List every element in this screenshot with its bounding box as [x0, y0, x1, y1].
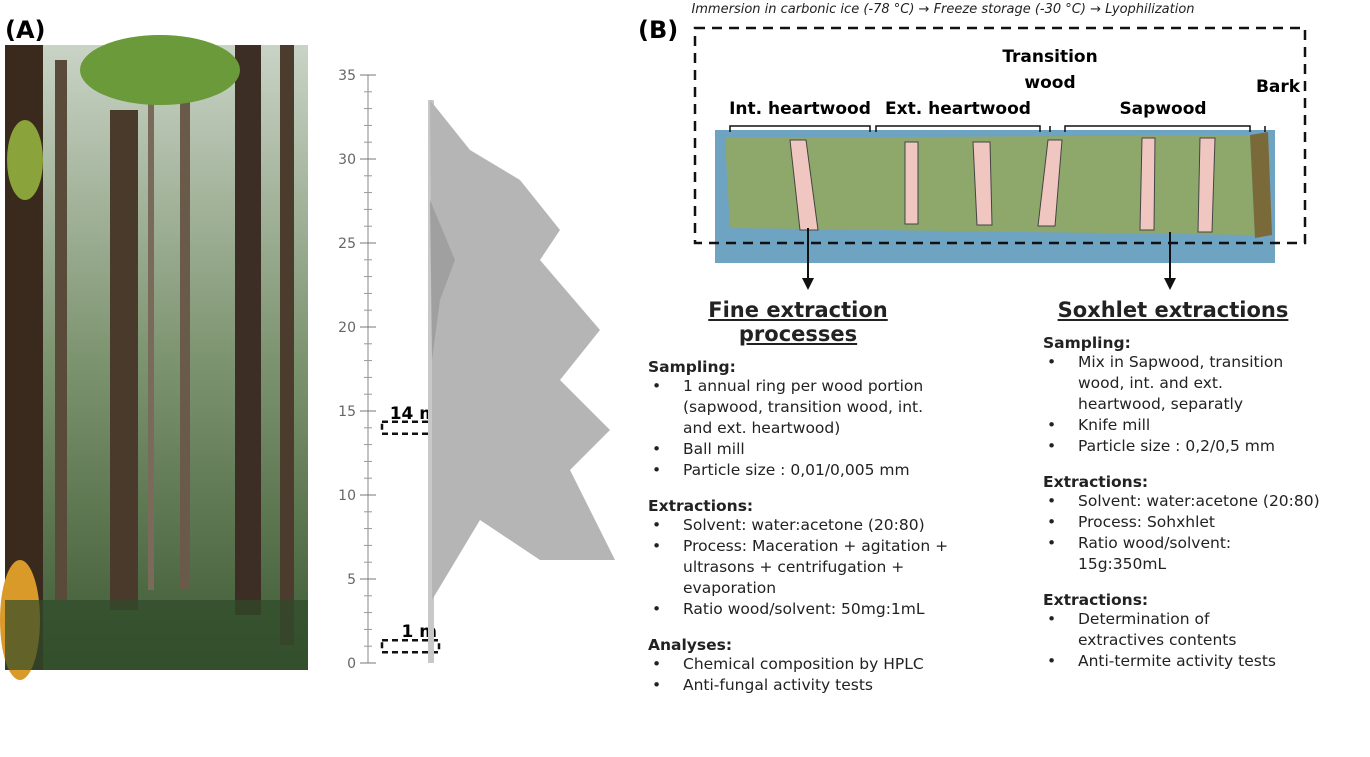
item-line: Ball mill [683, 440, 745, 458]
tick-label: 25 [338, 236, 356, 252]
section-heading: Analyses: [648, 636, 733, 654]
wood-label: Int. heartwood [729, 99, 871, 119]
item-line: Process: Sohxhlet [1078, 513, 1216, 531]
brackets [729, 125, 1266, 132]
bullet-item: Ratio wood/solvent: 15g:350mL [1043, 533, 1303, 575]
section-heading: Extractions: [1043, 473, 1149, 491]
item-line: Determination of [1078, 610, 1210, 628]
dashed-frame [693, 26, 1307, 245]
item-line: wood, int. and ext. [1078, 374, 1223, 392]
section: Extractions:Solvent: water:acetone (20:8… [1043, 473, 1320, 575]
item-line: extractives contents [1078, 631, 1237, 649]
item-line: evaporation [683, 579, 777, 597]
tick-label: 35 [338, 68, 356, 84]
item-line: Anti-termite activity tests [1078, 652, 1276, 670]
height-label: 14 m [390, 404, 437, 424]
bullet-item: Ratio wood/solvent: 50mg:1mL [648, 599, 948, 620]
item-line: Mix in Sapwood, transition [1078, 353, 1284, 371]
bullet-item: Anti-termite activity tests [1043, 651, 1303, 672]
tick-label: 10 [338, 488, 356, 504]
item-line: (sapwood, transition wood, int. [683, 398, 924, 416]
bullet-item: Solvent: water:acetone (20:80) [648, 515, 948, 536]
column-title: Fine extraction processes [708, 298, 888, 346]
wood-label: Transition [1002, 47, 1097, 67]
item-line: Ratio wood/solvent: [1078, 534, 1232, 552]
tick-label: 15 [338, 404, 356, 420]
tick-label: 20 [338, 320, 356, 336]
bullet-item: 1 annual ring per wood portion (sapwood, … [648, 376, 948, 439]
section-heading: Sampling: [648, 358, 736, 376]
bullet-item: Process: Maceration + agitation + ultraso… [648, 536, 948, 599]
item-line: Particle size : 0,01/0,005 mm [683, 461, 910, 479]
bullet-item: Determination of extractives contents [1043, 609, 1303, 651]
item-line: 1 annual ring per wood portion [683, 377, 924, 395]
bullet-item: Mix in Sapwood, transition wood, int. and… [1043, 352, 1303, 415]
column-title: Soxhlet extractions [1057, 298, 1289, 322]
wood-label: Sapwood [1119, 99, 1206, 119]
height-marker [380, 638, 441, 654]
item-line: Process: Maceration + agitation + [683, 537, 949, 555]
bullet-item: Knife mill [1043, 415, 1303, 436]
item-line: Solvent: water:acetone (20:80) [683, 516, 925, 534]
section: Extractions:Determination of extractives … [1043, 591, 1303, 672]
item-line: Solvent: water:acetone (20:80) [1078, 492, 1320, 510]
item-line: heartwood, separatly [1078, 395, 1244, 413]
wood-label: Bark [1256, 77, 1301, 97]
section: Sampling:1 annual ring per wood portion (… [648, 358, 948, 481]
wood-label: Ext. heartwood [885, 99, 1031, 119]
section-heading: Extractions: [648, 497, 754, 515]
arrows [802, 228, 1176, 290]
column: Soxhlet extractions Sampling:Mix in Sapwo… [1043, 298, 1320, 688]
bullet-item: Chemical composition by HPLC [648, 654, 948, 675]
item-line: Anti-fungal activity tests [683, 676, 873, 694]
section: Sampling:Mix in Sapwood, transition wood,… [1043, 334, 1303, 457]
bullet-item: Anti-fungal activity tests [648, 675, 948, 696]
forest-photo [0, 35, 308, 680]
item-line: Ratio wood/solvent: 50mg:1mL [683, 600, 925, 618]
section-heading: Extractions: [1043, 591, 1149, 609]
bullet-item: Solvent: water:acetone (20:80) [1043, 491, 1320, 512]
tick-label: 30 [338, 152, 356, 168]
tree-silhouette [428, 100, 615, 663]
wood-label: wood [1024, 73, 1075, 93]
bullet-item: Particle size : 0,2/0,5 mm [1043, 436, 1303, 457]
tick-label: 0 [347, 656, 356, 672]
caption: Immersion in carbonic ice (-78 °C) → Fre… [691, 2, 1194, 17]
item-line: 15g:350mL [1078, 555, 1167, 573]
item-line: ultrasons + centrifugation + [683, 558, 905, 576]
tick-label: 5 [347, 572, 356, 588]
item-line: Chemical composition by HPLC [683, 655, 924, 673]
bullet-item: Particle size : 0,01/0,005 mm [648, 460, 948, 481]
panel-label: (A) [5, 16, 46, 44]
bullet-item: Process: Sohxhlet [1043, 512, 1303, 533]
section: Extractions:Solvent: water:acetone (20:8… [648, 497, 948, 620]
item-line: and ext. heartwood) [683, 419, 841, 437]
section-heading: Sampling: [1043, 334, 1131, 352]
item-line: Particle size : 0,2/0,5 mm [1078, 437, 1275, 455]
panel-label: (B) [638, 16, 678, 44]
item-line: Knife mill [1078, 416, 1151, 434]
bullet-item: Ball mill [648, 439, 948, 460]
section: Analyses:Chemical composition by HPLC Ant… [648, 636, 948, 696]
column: Fine extraction processes Sampling:1 annu… [648, 298, 948, 712]
